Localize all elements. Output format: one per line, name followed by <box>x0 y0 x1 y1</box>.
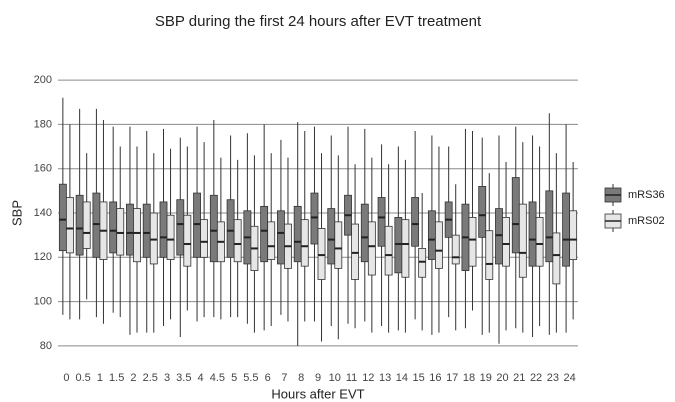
x-tick-label: 15 <box>413 372 425 384</box>
box <box>411 197 420 247</box>
x-tick-label: 3 <box>164 372 170 384</box>
box <box>384 225 393 276</box>
x-tick-label: 8 <box>298 372 304 384</box>
x-tick-label: 1.5 <box>109 372 124 384</box>
box <box>133 208 141 263</box>
box <box>166 214 175 260</box>
x-tick-label: 0 <box>63 372 69 384</box>
x-tick-label: 6 <box>265 372 271 384</box>
box <box>511 177 520 254</box>
box <box>502 217 510 267</box>
box <box>176 199 185 256</box>
box <box>75 194 84 256</box>
box <box>485 230 494 280</box>
box <box>116 208 125 256</box>
box <box>401 219 410 278</box>
box <box>109 201 118 254</box>
box <box>226 199 235 258</box>
box <box>562 192 571 267</box>
x-tick-label: 13 <box>379 372 391 384</box>
x-tick-label: 0.5 <box>76 372 91 384</box>
x-tick-label: 4 <box>198 372 204 384</box>
box <box>418 248 427 278</box>
x-tick-label: 17 <box>446 372 458 384</box>
x-tick-label: 16 <box>429 372 441 384</box>
x-tick-label: 14 <box>396 372 408 384</box>
box <box>233 219 242 263</box>
box <box>300 219 309 267</box>
y-tick-label: 120 <box>34 251 52 263</box>
y-tick-label: 80 <box>40 340 52 352</box>
x-tick-label: 7 <box>281 372 287 384</box>
box <box>310 192 319 245</box>
x-tick-label: 24 <box>563 372 575 384</box>
box <box>495 208 503 265</box>
x-tick-label: 23 <box>547 372 559 384</box>
y-tick-label: 140 <box>34 207 52 219</box>
box <box>92 192 101 258</box>
box <box>535 217 544 267</box>
x-tick-label: 9 <box>315 372 321 384</box>
x-tick-label: 20 <box>496 372 508 384</box>
x-tick-label: 21 <box>513 372 525 384</box>
x-tick-label: 5 <box>231 372 237 384</box>
box <box>367 221 376 276</box>
box <box>569 210 578 260</box>
box <box>552 232 561 285</box>
x-tick-label: 18 <box>463 372 475 384</box>
box <box>65 197 74 254</box>
box <box>427 210 436 260</box>
box <box>58 183 67 252</box>
x-tick-label: 4.5 <box>210 372 225 384</box>
box <box>149 212 158 265</box>
box <box>545 190 554 263</box>
box <box>200 219 209 258</box>
x-tick-label: 1 <box>97 372 103 384</box>
box <box>82 201 91 249</box>
box <box>360 203 369 263</box>
box <box>260 205 269 263</box>
box <box>478 186 487 238</box>
box <box>327 208 336 265</box>
x-tick-label: 10 <box>329 372 341 384</box>
y-tick-label: 180 <box>34 118 52 130</box>
box <box>394 217 403 274</box>
box <box>468 217 477 267</box>
box <box>209 194 218 263</box>
x-tick-label: 12 <box>362 372 374 384</box>
x-tick-label: 5.5 <box>243 372 258 384</box>
box <box>193 192 201 258</box>
box <box>142 203 151 258</box>
y-axis-label: SBP <box>9 200 24 226</box>
y-tick-label: 100 <box>34 296 52 308</box>
x-tick-label: 3.5 <box>176 372 191 384</box>
x-tick-label: 2 <box>130 372 136 384</box>
box <box>518 203 527 278</box>
legend-label: mRS02 <box>628 215 665 227</box>
box <box>334 221 343 269</box>
chart-title: SBP during the first 24 hours after EVT … <box>155 13 482 30</box>
legend-label: mRS36 <box>628 189 665 201</box>
box <box>528 201 537 267</box>
box <box>126 203 134 256</box>
box <box>267 221 276 260</box>
y-tick-label: 200 <box>34 74 52 86</box>
box <box>277 210 285 265</box>
y-tick-label: 160 <box>34 163 52 175</box>
x-tick-label: 22 <box>530 372 542 384</box>
x-tick-label: 2.5 <box>143 372 158 384</box>
box <box>351 223 359 280</box>
box <box>317 228 326 280</box>
box <box>451 234 460 265</box>
x-tick-label: 19 <box>480 372 492 384</box>
x-tick-label: 11 <box>346 372 357 384</box>
x-axis-label: Hours after EVT <box>271 386 364 401</box>
box <box>293 205 302 263</box>
box <box>159 201 168 258</box>
box <box>435 221 443 269</box>
box <box>183 214 192 267</box>
box <box>377 197 386 247</box>
